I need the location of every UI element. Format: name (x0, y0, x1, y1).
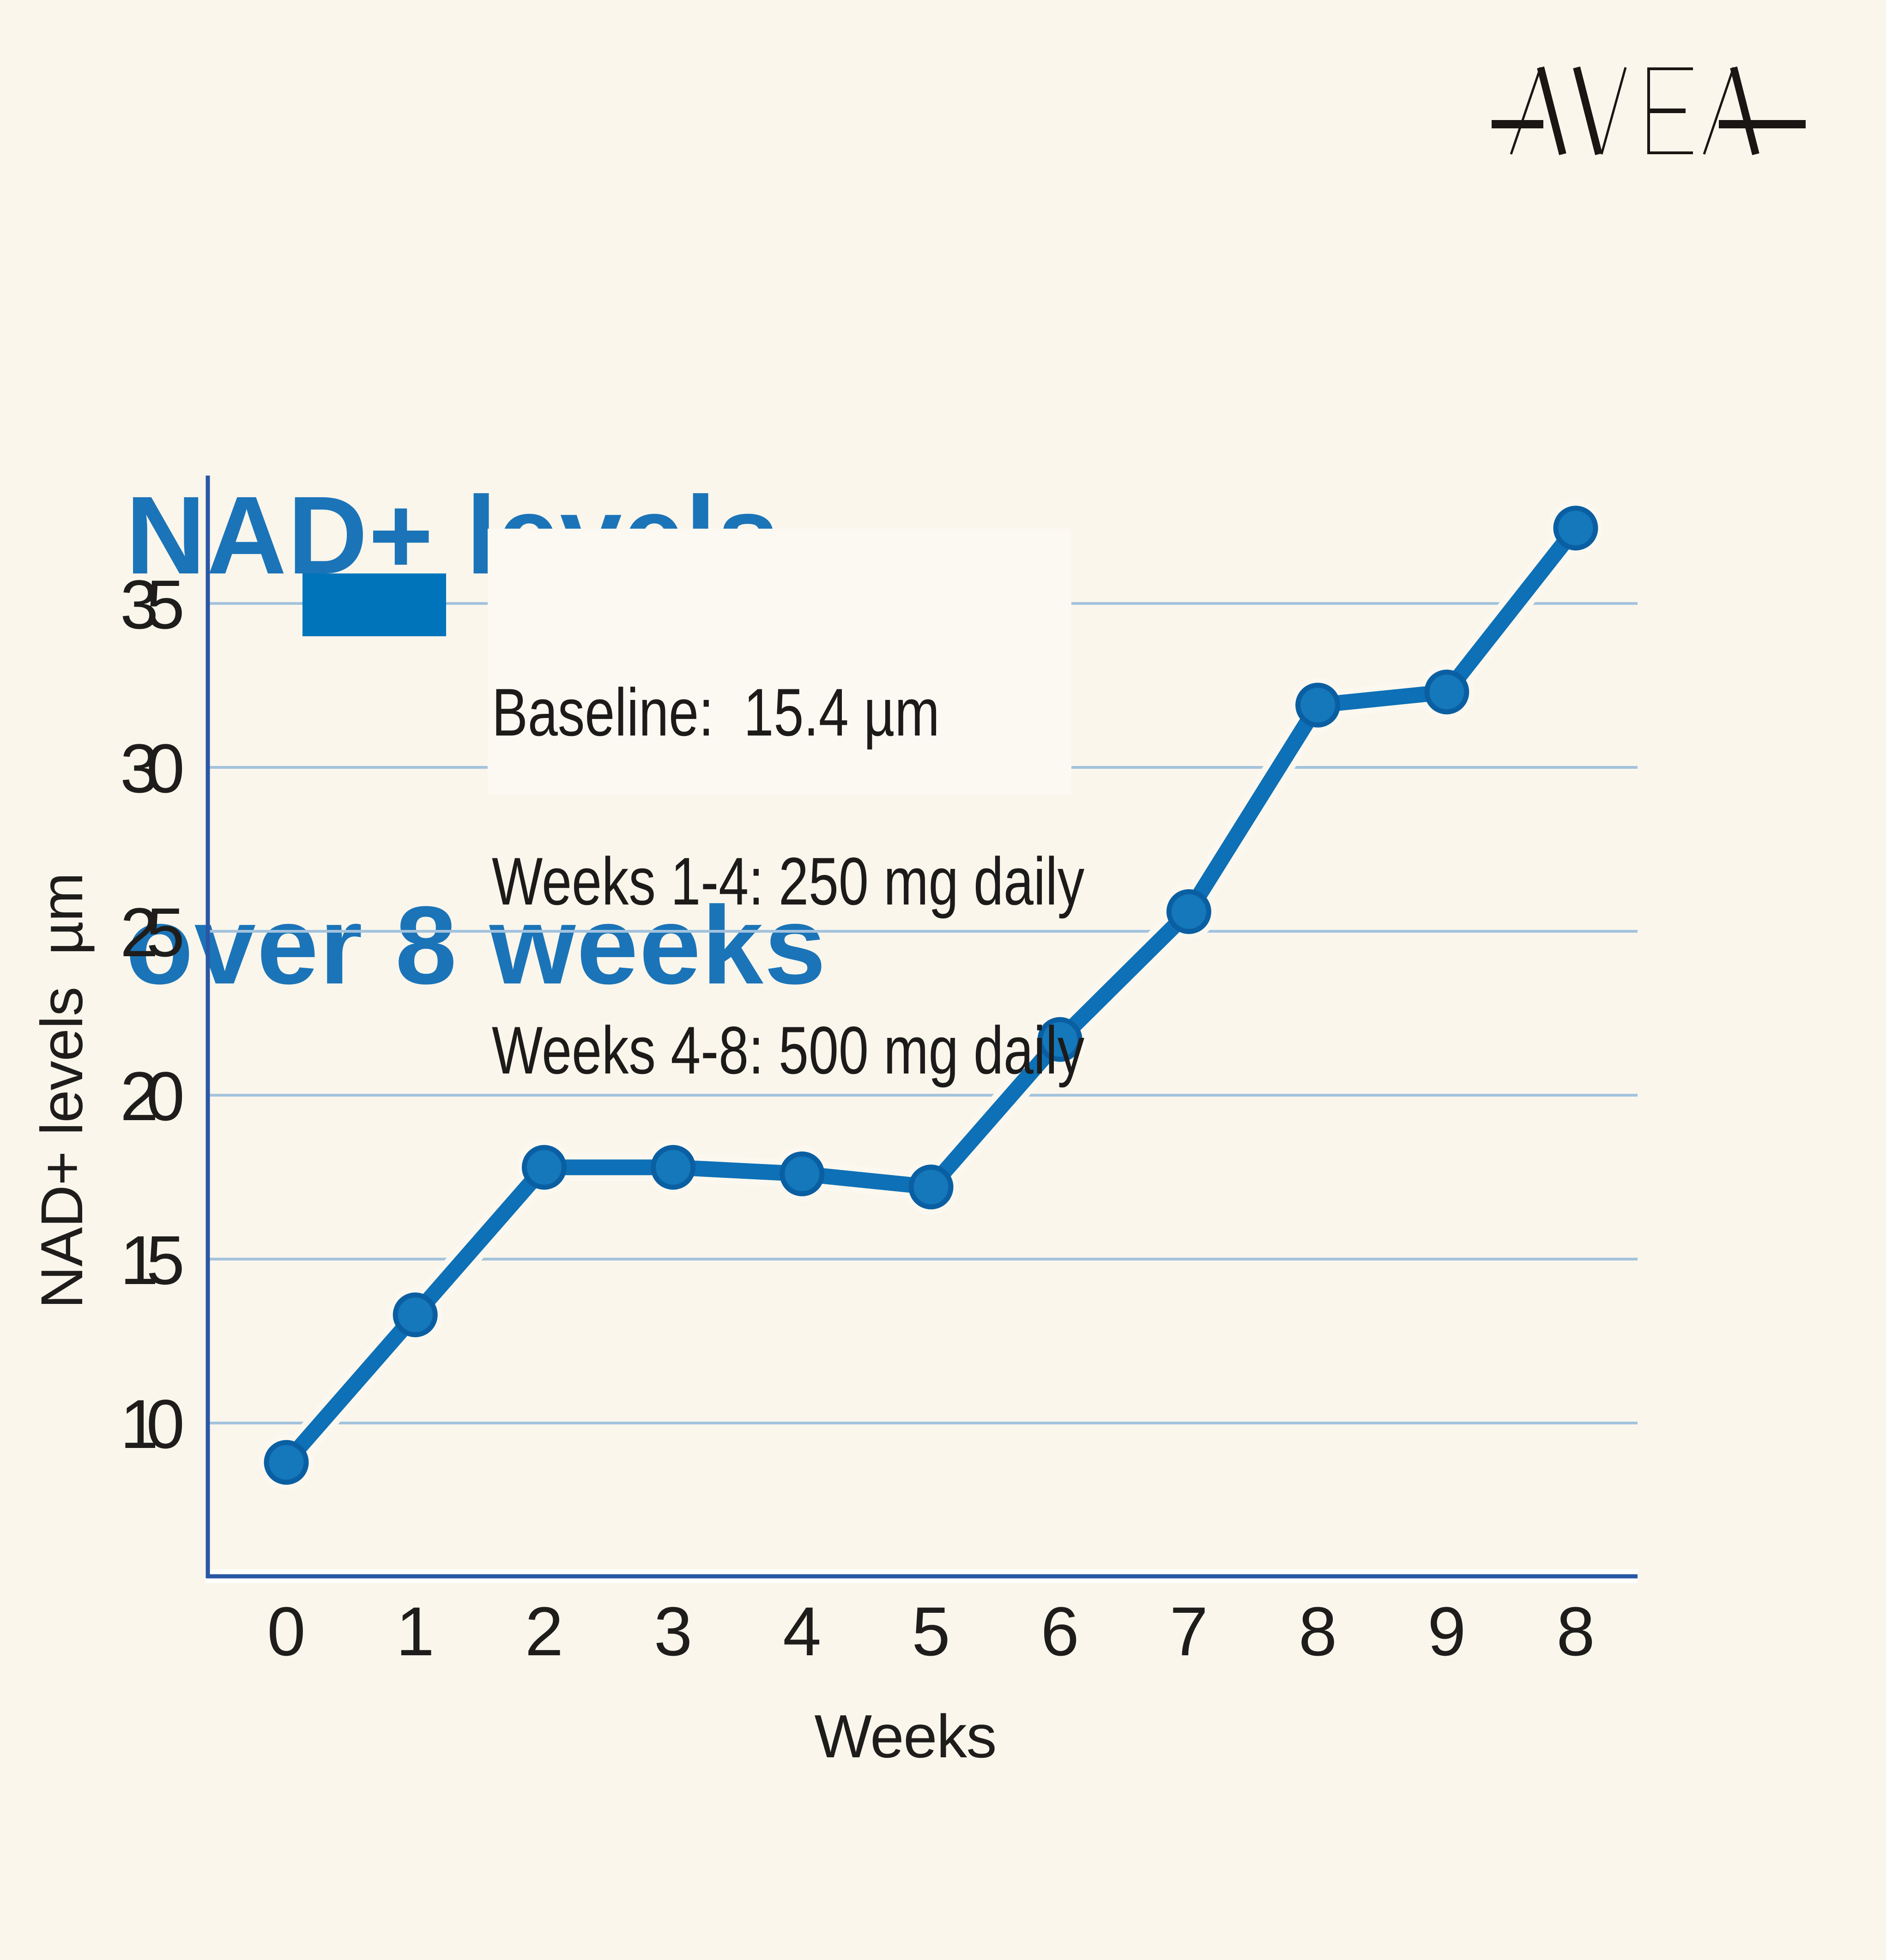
logo-letter-a1-crossbar (1492, 120, 1543, 128)
x-tick-label-10: 8 (1556, 1592, 1595, 1670)
page-title-line-2: over 8 weeks (126, 883, 827, 1007)
logo-letter-a2-thin-leg (1703, 67, 1735, 155)
data-point-1 (393, 1292, 438, 1338)
x-tick-label-0: 0 (267, 1592, 305, 1670)
logo-letter-a1-thin-leg (1510, 67, 1542, 155)
y-tick-label-10: 10 (120, 1385, 185, 1463)
legend-line-weeks-4-8: Weeks 4-8: 500 mg daily (492, 1013, 1085, 1088)
legend-line-weeks-1-4: Weeks 1-4: 250 mg daily (492, 844, 1085, 919)
avea-logo-letters (1492, 66, 1806, 155)
data-point-6 (1037, 1017, 1082, 1062)
logo-letter-a2-thick-leg (1730, 66, 1759, 155)
logo-letter-v-thick-leg (1573, 66, 1602, 155)
x-tick-label-5: 5 (912, 1592, 950, 1670)
x-tick-label-1: 1 (396, 1592, 434, 1670)
logo-letter-v-thin-leg (1600, 67, 1627, 155)
y-tick-label-15: 15 (120, 1221, 185, 1299)
avea-logo (1492, 66, 1806, 155)
legend-swatch (302, 573, 446, 636)
data-point-10 (1553, 506, 1598, 551)
legend-line-baseline: Baseline: 15.4 µm (492, 675, 940, 750)
x-tick-label-3: 3 (654, 1592, 692, 1670)
y-axis-title: NAD+ levels µm (29, 873, 95, 1309)
data-point-5 (908, 1164, 954, 1210)
y-tick-label-30: 30 (120, 730, 185, 807)
data-point-0 (264, 1440, 309, 1485)
data-point-4 (780, 1151, 825, 1196)
data-point-9 (1424, 669, 1469, 715)
data-point-7 (1166, 889, 1211, 934)
x-axis-title: Weeks (815, 1702, 997, 1770)
x-tick-label-9: 9 (1427, 1592, 1466, 1670)
data-point-2 (521, 1145, 567, 1190)
x-tick-label-2: 2 (525, 1592, 563, 1670)
data-point-3 (651, 1145, 696, 1190)
y-tick-label-20: 20 (120, 1057, 185, 1135)
data-point-8 (1295, 682, 1341, 728)
x-tick-label-7: 7 (1170, 1592, 1208, 1670)
x-tick-label-4: 4 (783, 1592, 821, 1670)
x-tick-label-6: 6 (1040, 1592, 1079, 1670)
chart-legend: Baseline: 15.4 µm Weeks 1-4: 250 mg dail… (492, 572, 1084, 1191)
legend-background (488, 529, 1071, 794)
logo-letter-a1-thick-leg (1537, 66, 1566, 155)
logo-letter-a2-crossbar (1719, 120, 1806, 128)
y-tick-label-25: 25 (120, 893, 185, 971)
y-tick-label-35: 35 (120, 566, 185, 643)
x-tick-label-8: 8 (1299, 1592, 1337, 1670)
